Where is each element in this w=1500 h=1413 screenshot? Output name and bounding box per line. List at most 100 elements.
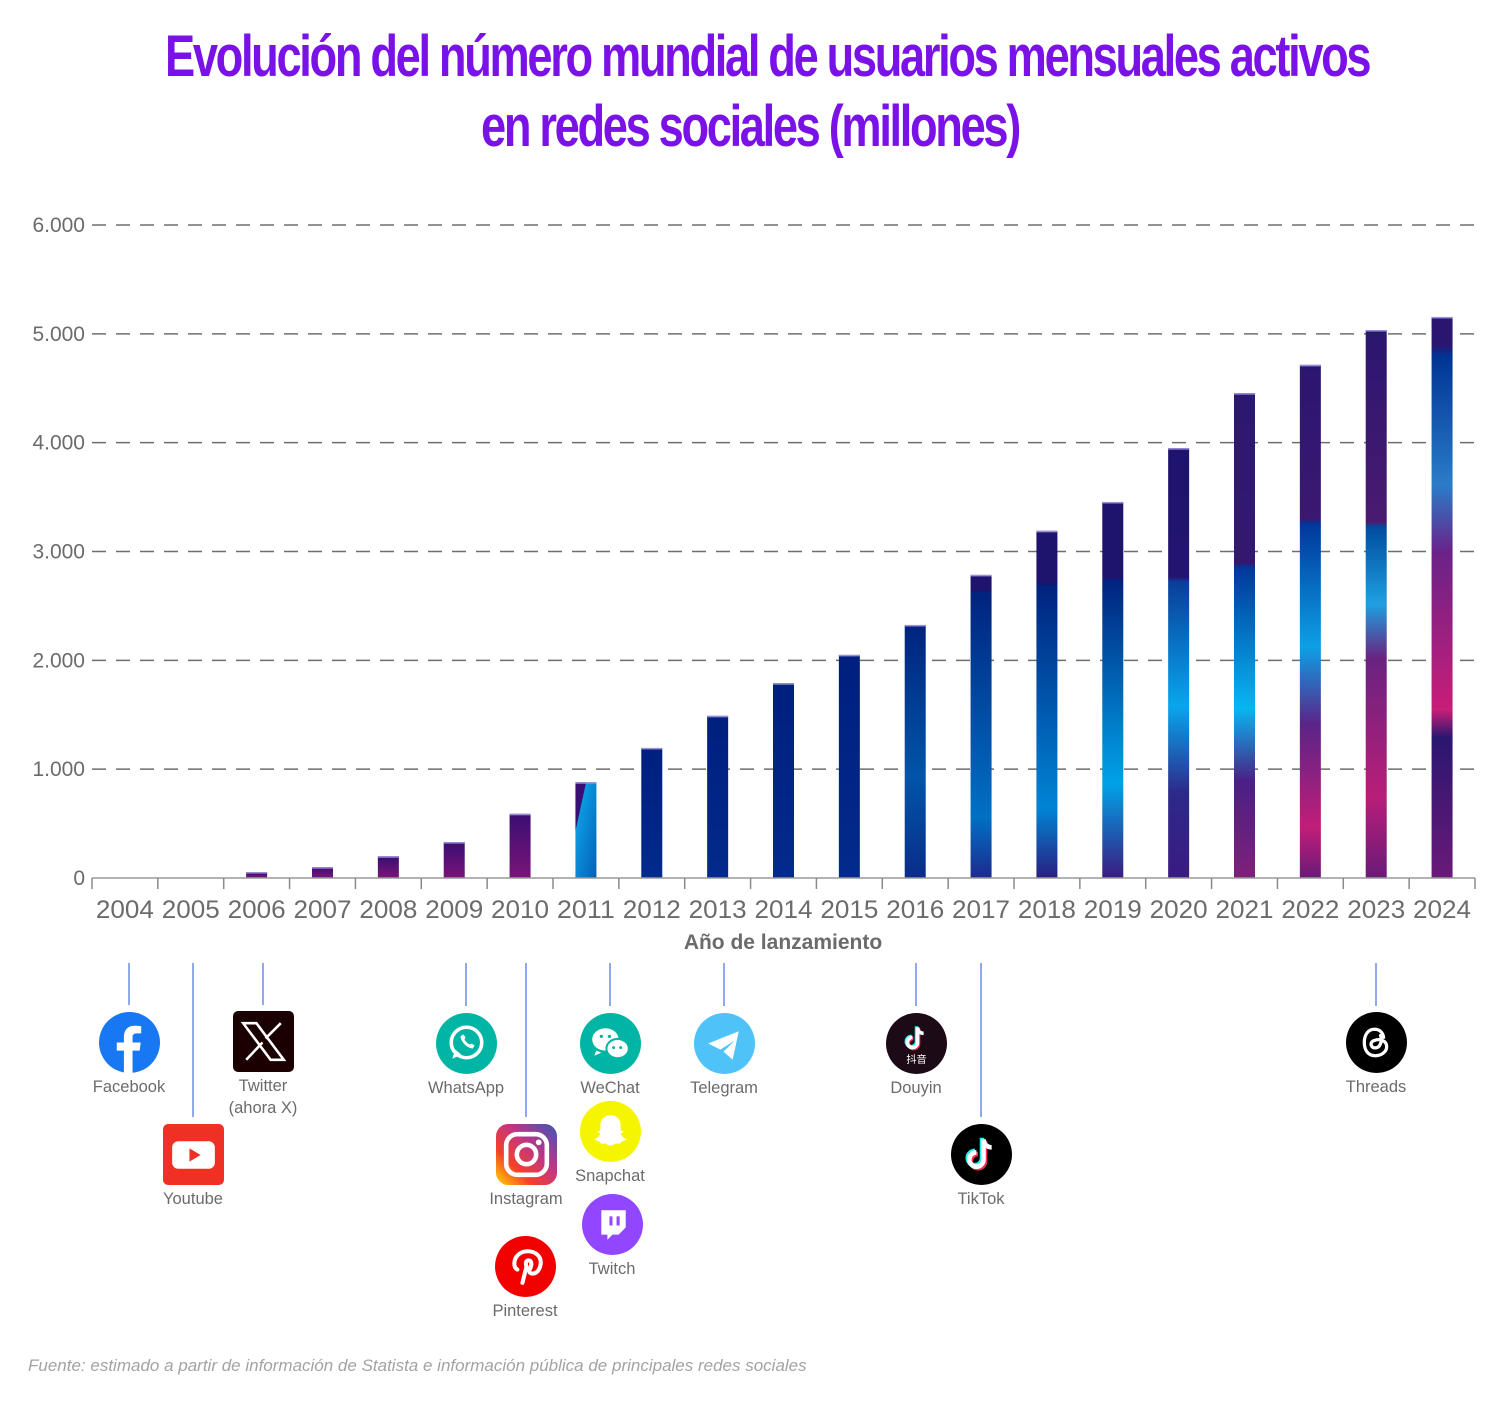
bar-cap	[1365, 330, 1387, 332]
launch-label: TikTok	[957, 1190, 1005, 1208]
y-tick-label: 6.000	[32, 214, 85, 237]
x-tick-label: 2022	[1281, 896, 1339, 924]
launch-connector	[1375, 963, 1377, 1006]
bar-2017	[970, 574, 992, 878]
y-tick-label: 5.000	[32, 323, 85, 346]
launch-item-douyin: 抖音 Douyin	[856, 1013, 976, 1099]
y-tick-label: 0	[73, 867, 85, 890]
x-tick-label: 2021	[1216, 896, 1274, 924]
launch-item-telegram: Telegram	[664, 1013, 784, 1099]
launch-connector	[192, 963, 194, 1117]
x-tick-label: 2008	[359, 896, 417, 924]
bar-cap	[377, 856, 399, 858]
instagram-icon	[495, 1124, 557, 1185]
bar-cap	[1431, 316, 1453, 319]
launch-item-wechat: WeChat	[550, 1013, 670, 1099]
youtube-icon	[162, 1124, 224, 1185]
whatsapp-icon	[435, 1013, 497, 1074]
bar-2007	[312, 867, 333, 878]
bars	[246, 316, 1453, 878]
x-tick-label: 2012	[623, 896, 681, 924]
chart-title-line2: en redes sociales (millones)	[481, 94, 1021, 159]
bar-chart: 0 1.000 2.000 3.000 4.000 5.000 6.000 2004 2005…	[32, 214, 1476, 954]
x-tick-label: 2005	[162, 896, 220, 924]
bar-2019	[1102, 501, 1124, 878]
bar-cap	[838, 654, 860, 657]
x-tick-label: 2009	[425, 896, 483, 924]
launch-item-threads: Threads	[1316, 1012, 1436, 1098]
bar-cap	[1102, 501, 1124, 504]
bar-2012	[641, 747, 663, 878]
launch-label: Douyin	[890, 1079, 942, 1097]
launch-item-whatsapp: WhatsApp	[406, 1013, 526, 1099]
pinterest-icon	[494, 1236, 556, 1297]
bar-cap	[641, 747, 663, 750]
launch-connector	[609, 963, 611, 1006]
launch-connector	[980, 963, 982, 1117]
x-tick-label: 2019	[1084, 896, 1142, 924]
x-tick-label: 2007	[294, 896, 352, 924]
bar-2023	[1365, 330, 1387, 878]
x-tick-label: 2018	[1018, 896, 1076, 924]
bar-2008	[377, 856, 399, 878]
launch-connector	[128, 963, 130, 1005]
launch-connector	[465, 963, 467, 1006]
x-tick-label: 2023	[1347, 896, 1405, 924]
bar-2009	[443, 842, 465, 878]
launch-label-line2: (ahora X)	[228, 1099, 298, 1117]
threads-icon	[1345, 1012, 1407, 1073]
launch-item-x-twitter: Twitter (ahora X)	[203, 1011, 323, 1119]
x-tick-label: 2013	[689, 896, 747, 924]
launch-label: WeChat	[580, 1079, 640, 1097]
bar-cap	[1036, 530, 1058, 533]
launch-connector	[262, 963, 264, 1005]
x-tick-label: 2006	[228, 896, 286, 924]
y-axis-ticks: 0 1.000 2.000 3.000 4.000 5.000 6.000	[32, 214, 85, 890]
launch-label: Telegram	[690, 1079, 758, 1097]
x-twitter-icon	[232, 1011, 294, 1072]
bar-2022	[1299, 364, 1321, 878]
facebook-icon	[98, 1012, 160, 1073]
x-axis-label: Año de lanzamiento	[684, 931, 882, 954]
y-tick-label: 2.000	[32, 649, 85, 672]
bar-cap	[575, 782, 597, 784]
launch-label: Instagram	[489, 1190, 563, 1208]
launch-label: Threads	[1345, 1078, 1407, 1096]
launch-item-youtube: Youtube	[133, 1124, 253, 1210]
launch-label: WhatsApp	[427, 1079, 505, 1097]
launch-label: Facebook	[92, 1078, 166, 1096]
bar-2021	[1234, 393, 1255, 878]
bar-cap	[707, 715, 729, 718]
bar-cap	[1168, 448, 1190, 450]
launch-item-instagram: Instagram	[466, 1124, 586, 1210]
bar-cap	[773, 683, 794, 685]
launch-item-tiktok: TikTok	[921, 1124, 1041, 1210]
bar-cap	[246, 872, 268, 874]
wechat-icon	[579, 1013, 641, 1074]
y-tick-label: 4.000	[32, 432, 85, 455]
x-tick-label: 2024	[1413, 896, 1471, 924]
bar-cap	[312, 867, 333, 869]
bar-cap	[1234, 393, 1255, 395]
bar-2010	[509, 813, 531, 878]
x-tick-label: 2010	[491, 896, 549, 924]
bar-2015	[838, 654, 860, 878]
launch-item-pinterest: Pinterest	[465, 1236, 585, 1322]
launch-connector	[723, 963, 725, 1006]
x-tick-label: 2015	[820, 896, 878, 924]
launch-label: Pinterest	[492, 1302, 558, 1320]
bar-2011	[575, 782, 597, 878]
douyin-icon: 抖音	[885, 1013, 947, 1074]
bar-2020	[1168, 448, 1190, 878]
launch-label: Snapchat	[575, 1167, 645, 1185]
bar-2013	[707, 715, 729, 878]
launch-item-snapchat: Snapchat	[550, 1101, 670, 1187]
twitch-icon	[581, 1194, 643, 1255]
x-tick-label: 2016	[886, 896, 944, 924]
svg-text:抖音: 抖音	[906, 1053, 926, 1066]
tiktok-icon	[950, 1124, 1012, 1185]
telegram-icon	[693, 1013, 755, 1074]
chart-title: Evolución del número mundial de usuarios…	[165, 22, 1372, 162]
x-tick-label: 2011	[557, 896, 615, 924]
bar-2006	[246, 872, 268, 878]
